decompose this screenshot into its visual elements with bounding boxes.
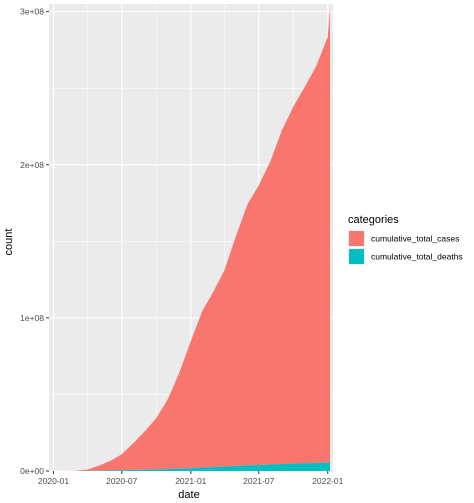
legend-label: cumulative_total_deaths — [371, 252, 463, 262]
legend-key-swatch — [349, 231, 364, 246]
y-axis: 0e+00 1e+08 2e+08 3e+08 — [20, 7, 49, 476]
legend-title: categories — [348, 214, 399, 226]
y-axis-title: count — [3, 229, 15, 256]
y-tick-label: 2e+08 — [20, 160, 44, 170]
area-cumulative-total-deaths — [61, 462, 330, 471]
x-tick-label: 2021-01 — [175, 476, 206, 486]
x-tick-label: 2022-01 — [312, 476, 343, 486]
x-axis: 2020-01 2020-07 2021-01 2021-07 2022-01 — [38, 471, 344, 486]
x-tick-label: 2021-07 — [243, 476, 274, 486]
legend-label: cumulative_total_cases — [371, 234, 459, 244]
x-tick-label: 2020-07 — [106, 476, 137, 486]
y-tick-label: 1e+08 — [20, 313, 44, 323]
area-cumulative-total-cases — [61, 7, 330, 472]
y-tick-label: 3e+08 — [20, 7, 44, 17]
y-tick-label: 0e+00 — [20, 466, 44, 476]
legend: categories cumulative_total_casescumulat… — [348, 214, 463, 265]
stacked-areas — [61, 7, 330, 472]
x-tick-label: 2020-01 — [38, 476, 69, 486]
legend-key-swatch — [349, 249, 364, 264]
x-axis-title: date — [178, 489, 199, 501]
